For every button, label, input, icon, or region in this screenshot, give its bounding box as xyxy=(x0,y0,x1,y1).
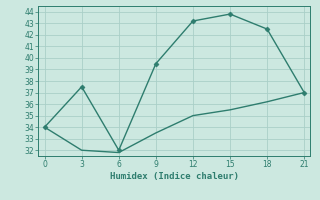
X-axis label: Humidex (Indice chaleur): Humidex (Indice chaleur) xyxy=(110,172,239,181)
